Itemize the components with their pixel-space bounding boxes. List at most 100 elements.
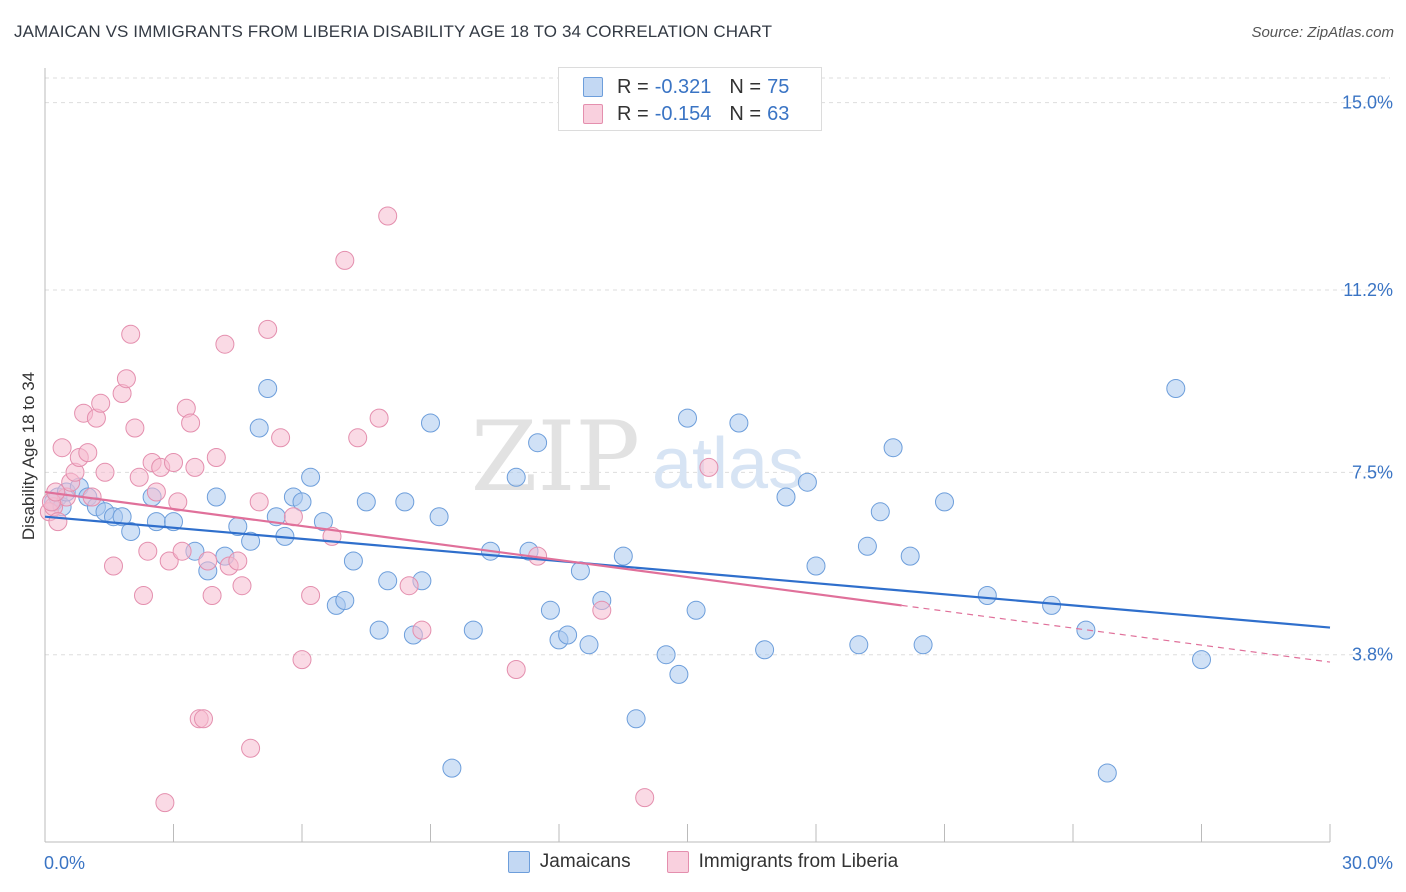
point-jamaicans: [613, 546, 633, 566]
point-liberia: [369, 408, 389, 428]
legend-row-liberia: R = -0.154 N = 63: [583, 101, 789, 127]
point-liberia: [121, 324, 141, 344]
point-jamaicans: [356, 492, 376, 512]
series-legend: Jamaicans Immigrants from Liberia: [0, 851, 1406, 873]
point-liberia: [129, 467, 149, 487]
legend-swatch-pink: [666, 851, 689, 873]
point-jamaicans: [528, 433, 548, 453]
legend-n-value: 63: [767, 102, 790, 125]
point-liberia: [232, 576, 252, 596]
legend-item-liberia[interactable]: Immigrants from Liberia: [666, 851, 898, 873]
point-liberia: [399, 576, 419, 596]
x-tick-labels: 0.0% 30.0%: [44, 853, 1393, 873]
legend-n-label: N =: [729, 102, 762, 125]
point-jamaicans: [797, 472, 817, 492]
point-jamaicans: [421, 413, 440, 433]
grid-lines: [45, 77, 1390, 656]
point-jamaicans: [442, 758, 462, 778]
point-jamaicans: [729, 413, 749, 433]
point-jamaicans: [506, 467, 526, 487]
watermark-atlas: atlas: [652, 424, 804, 504]
point-liberia: [155, 793, 175, 813]
y-axis-label: Disability Age 18 to 34: [19, 372, 38, 540]
point-liberia: [91, 393, 111, 413]
point-liberia: [198, 551, 218, 571]
y-tick-label: 3.8%: [1352, 645, 1393, 665]
point-liberia: [116, 369, 136, 389]
point-liberia: [168, 492, 188, 512]
legend-swatch-blue: [583, 77, 603, 97]
point-liberia: [592, 600, 612, 620]
point-jamaicans: [313, 512, 333, 532]
legend-n-value: 75: [767, 75, 790, 98]
legend-row-jamaicans: R = -0.321 N = 75: [583, 74, 789, 100]
legend-item-jamaicans[interactable]: Jamaicans: [507, 851, 631, 873]
point-liberia: [378, 206, 398, 226]
legend-label-jamaicans: Jamaicans: [539, 851, 631, 872]
x-tick-label: 30.0%: [1342, 853, 1393, 873]
point-liberia: [699, 457, 719, 477]
point-jamaicans: [849, 635, 869, 655]
point-liberia: [348, 428, 368, 448]
x-tick-label: 0.0%: [44, 853, 85, 873]
point-jamaicans: [369, 620, 389, 640]
point-liberia: [185, 457, 205, 477]
point-jamaicans: [977, 586, 997, 605]
point-liberia: [335, 250, 355, 270]
point-jamaicans: [883, 438, 903, 458]
point-liberia: [172, 541, 192, 561]
point-jamaicans: [755, 640, 775, 660]
legend-r-label: R =: [617, 75, 649, 98]
point-jamaicans: [395, 492, 415, 512]
point-jamaicans: [429, 507, 449, 527]
point-jamaicans: [656, 645, 676, 665]
point-jamaicans: [121, 522, 141, 541]
point-jamaicans: [913, 635, 933, 655]
point-liberia: [164, 453, 183, 472]
point-jamaicans: [1076, 620, 1096, 640]
y-tick-label: 7.5%: [1352, 462, 1393, 482]
point-jamaicans: [335, 591, 355, 610]
point-jamaicans: [301, 467, 321, 487]
trend-line-liberia: [44, 490, 902, 607]
legend-n-label: N =: [729, 75, 762, 98]
point-liberia: [202, 586, 222, 605]
point-jamaicans: [463, 620, 483, 640]
watermark: ZIP atlas: [471, 401, 804, 513]
point-jamaicans: [378, 571, 398, 591]
trend-lines: [44, 490, 1331, 663]
point-jamaicans: [241, 531, 261, 551]
point-jamaicans: [1097, 763, 1117, 783]
point-liberia: [146, 482, 166, 502]
point-liberia: [181, 413, 201, 433]
point-jamaicans: [669, 664, 689, 684]
point-jamaicans: [1192, 650, 1211, 670]
point-jamaicans: [112, 507, 132, 527]
legend-swatch-blue: [507, 851, 530, 873]
point-jamaicans: [249, 418, 269, 438]
legend-r-label: R =: [617, 102, 649, 125]
point-liberia: [241, 738, 261, 758]
point-liberia: [48, 512, 68, 532]
point-jamaicans: [1042, 595, 1062, 615]
point-jamaicans: [343, 551, 363, 571]
point-liberia: [506, 660, 526, 679]
point-liberia: [78, 443, 98, 463]
chart-title: JAMAICAN VS IMMIGRANTS FROM LIBERIA DISA…: [14, 22, 773, 41]
point-liberia: [215, 334, 235, 354]
point-jamaicans: [579, 635, 599, 655]
point-liberia: [138, 541, 158, 561]
y-tick-label: 15.0%: [1342, 93, 1393, 113]
point-liberia: [635, 788, 655, 808]
point-liberia: [104, 556, 123, 576]
point-liberia: [52, 438, 72, 458]
correlation-legend: R = -0.321 N = 75 R = -0.154 N = 63: [558, 67, 822, 131]
watermark-zip: ZIP: [471, 401, 640, 513]
point-jamaicans: [857, 536, 877, 556]
point-jamaicans: [870, 502, 890, 522]
point-liberia: [258, 319, 278, 339]
point-jamaicans: [806, 556, 826, 576]
point-jamaicans: [678, 408, 697, 428]
point-liberia: [95, 462, 115, 482]
